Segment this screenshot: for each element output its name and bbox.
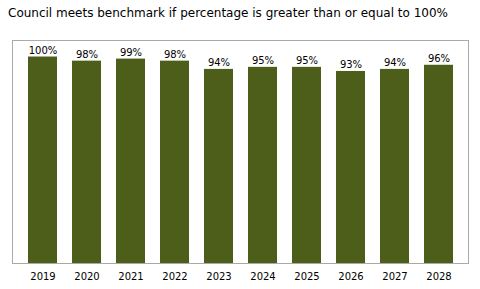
svg-text:2024: 2024 (250, 271, 275, 282)
svg-text:94%: 94% (384, 57, 406, 68)
svg-text:2022: 2022 (162, 271, 187, 282)
svg-text:2027: 2027 (382, 271, 407, 282)
svg-text:2019: 2019 (30, 271, 55, 282)
svg-text:100%: 100% (29, 45, 58, 56)
svg-text:96%: 96% (428, 53, 450, 64)
svg-text:98%: 98% (164, 49, 186, 60)
svg-text:94%: 94% (208, 57, 230, 68)
html-text:Council meets benchmark if per: Council meets benchmark if percentage is… (8, 6, 448, 20)
svg-text:93%: 93% (340, 59, 362, 70)
svg-text:99%: 99% (120, 47, 142, 58)
svg-text:2025: 2025 (294, 271, 319, 282)
svg-text:2023: 2023 (206, 271, 231, 282)
svg-text:98%: 98% (76, 49, 98, 60)
svg-text:95%: 95% (252, 55, 274, 66)
svg-text:2021: 2021 (118, 271, 143, 282)
svg-text:2026: 2026 (338, 271, 363, 282)
svg-text:95%: 95% (296, 55, 318, 66)
svg-text:2028: 2028 (426, 271, 451, 282)
svg-text:2020: 2020 (74, 271, 99, 282)
